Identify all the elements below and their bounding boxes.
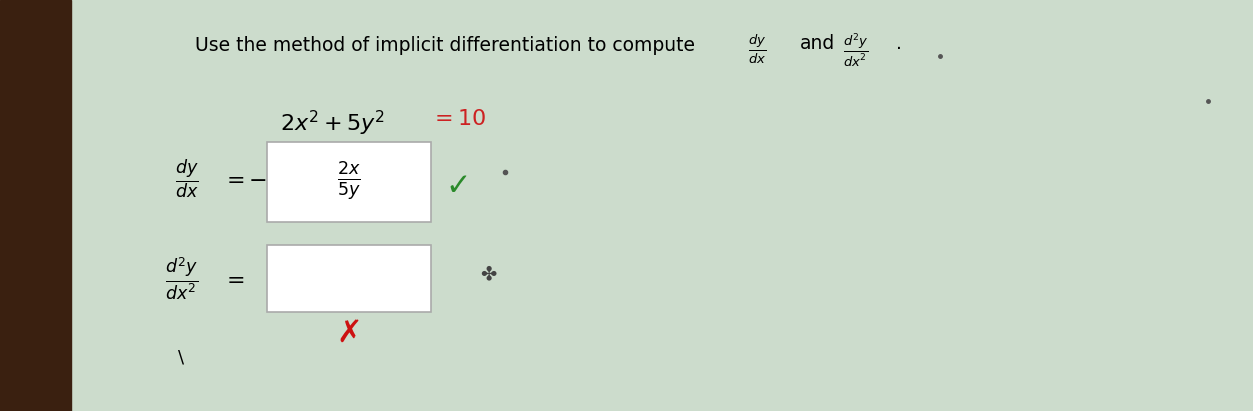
Text: \: \ — [178, 348, 184, 366]
Text: $-$: $-$ — [248, 169, 267, 189]
Text: Use the method of implicit differentiation to compute: Use the method of implicit differentiati… — [195, 36, 695, 55]
Text: .: . — [896, 34, 902, 53]
Text: $= 10$: $= 10$ — [430, 109, 486, 129]
Text: ✤: ✤ — [480, 264, 496, 283]
FancyBboxPatch shape — [267, 142, 431, 222]
Text: and: and — [799, 34, 836, 53]
Text: $\frac{d^2y}{dx^2}$: $\frac{d^2y}{dx^2}$ — [165, 256, 198, 302]
Text: $\frac{d^2y}{dx^2}$: $\frac{d^2y}{dx^2}$ — [843, 32, 868, 69]
FancyBboxPatch shape — [267, 245, 431, 312]
Text: ✓: ✓ — [445, 173, 470, 201]
Bar — [0, 0, 71, 411]
Text: $=$: $=$ — [222, 169, 244, 189]
Text: $=$: $=$ — [222, 269, 244, 289]
Text: ✗: ✗ — [336, 319, 362, 348]
Text: $\frac{2x}{5y}$: $\frac{2x}{5y}$ — [337, 161, 361, 203]
Text: $\frac{dy}{dx}$: $\frac{dy}{dx}$ — [175, 157, 199, 201]
Text: $2x^2 + 5y^2$: $2x^2 + 5y^2$ — [279, 109, 385, 138]
Text: $\frac{dy}{dx}$: $\frac{dy}{dx}$ — [748, 32, 767, 66]
